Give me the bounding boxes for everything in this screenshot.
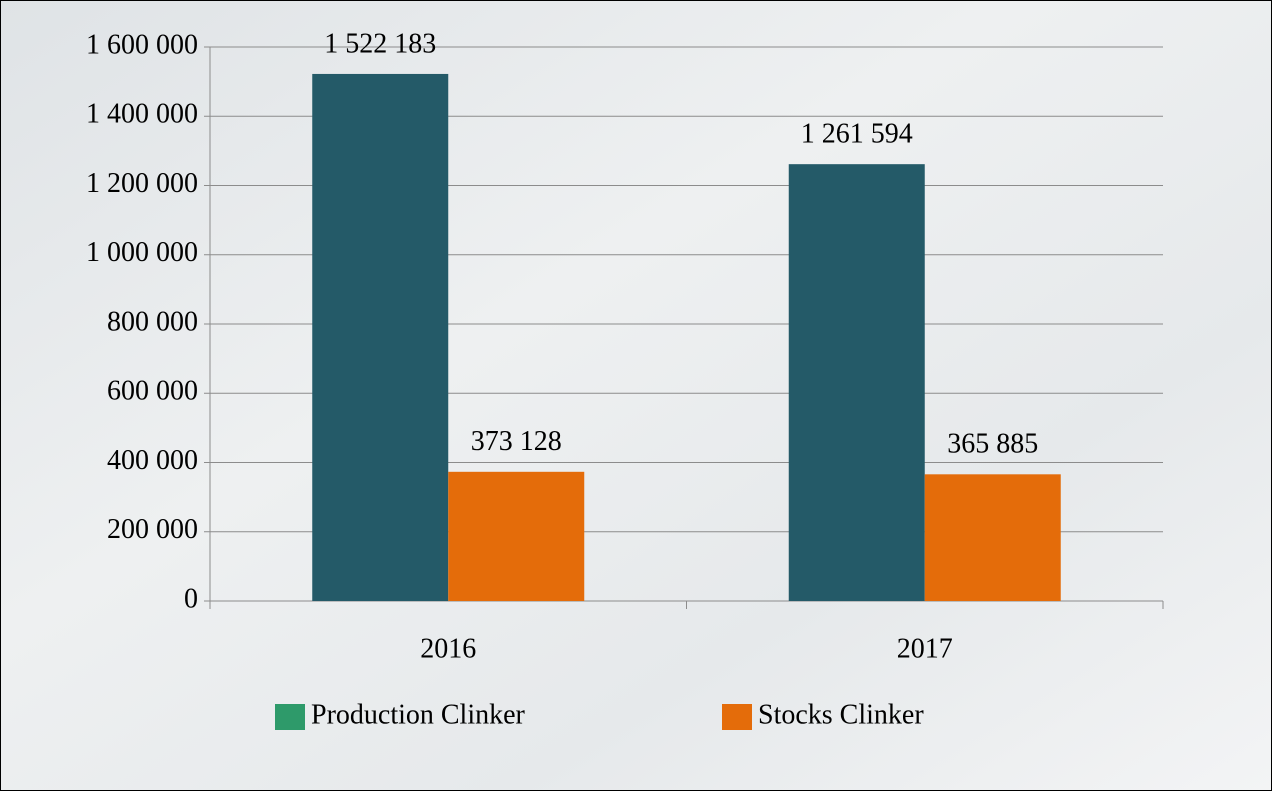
- y-tick-label: 0: [184, 583, 198, 614]
- legend-swatch: [722, 704, 752, 730]
- data-label: 1 261 594: [801, 119, 913, 150]
- y-tick-label: 1 000 000: [86, 237, 198, 268]
- y-tick-label: 600 000: [107, 376, 198, 407]
- legend-label: Production Clinker: [311, 699, 526, 730]
- y-tick-label: 1 200 000: [86, 168, 198, 199]
- x-tick-label: 2017: [897, 633, 953, 664]
- chart: 0 200 000 400 000 600 000 800 000 1 000 000 1 …: [0, 0, 1272, 791]
- y-tick-label: 1 600 000: [86, 29, 198, 60]
- data-label: 365 885: [947, 429, 1038, 460]
- data-label: 1 522 183: [324, 28, 436, 59]
- bar: [789, 164, 925, 601]
- data-label: 373 128: [471, 426, 562, 457]
- y-tick-label: 800 000: [107, 306, 198, 337]
- legend-label: Stocks Clinker: [758, 699, 924, 730]
- y-tick-label: 400 000: [107, 445, 198, 476]
- y-tick-label: 1 400 000: [86, 99, 198, 130]
- y-tick-label: 200 000: [107, 514, 198, 545]
- legend-swatch: [275, 704, 305, 730]
- x-tick-label: 2016: [420, 633, 476, 664]
- bar: [312, 74, 448, 601]
- bar: [925, 474, 1061, 601]
- bar: [448, 472, 584, 601]
